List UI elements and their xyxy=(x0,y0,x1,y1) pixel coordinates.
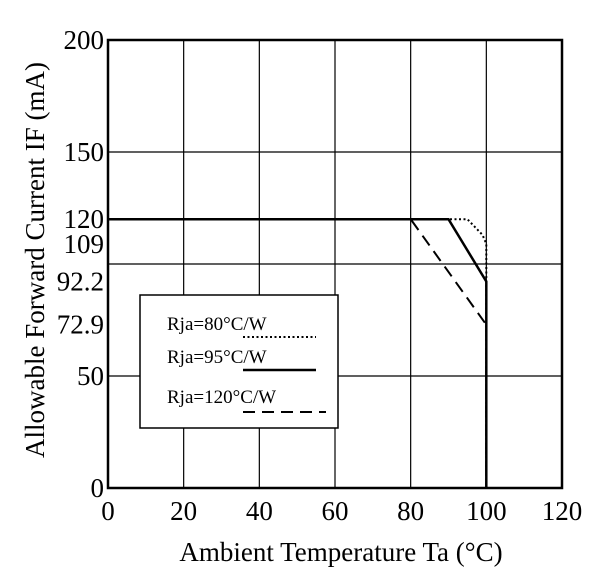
series-line-1 xyxy=(108,217,488,488)
x-tick-label: 40 xyxy=(246,496,273,526)
y-tick-label: 109 xyxy=(64,229,105,259)
x-tick-label: 100 xyxy=(466,496,507,526)
y-tick-label: 92.2 xyxy=(57,266,104,296)
x-tick-label: 120 xyxy=(542,496,583,526)
legend-label-120: Rja=120°C/W xyxy=(167,387,276,408)
legend-box xyxy=(139,294,339,429)
plot-frame xyxy=(106,38,564,490)
y-tick-label: 120 xyxy=(64,204,105,234)
y-tick-label: 0 xyxy=(91,473,105,503)
x-tick-labels: 0 20 40 60 80 100 120 xyxy=(101,496,582,526)
legend-label-80: Rja=80°C/W xyxy=(167,314,267,335)
x-tick-label: 20 xyxy=(170,496,197,526)
y-tick-label: 50 xyxy=(77,361,104,391)
x-axis-title: Ambient Temperature Ta (°C) xyxy=(179,537,502,567)
x-tick-label: 60 xyxy=(322,496,349,526)
y-tick-label: 150 xyxy=(64,137,105,167)
x-tick-label: 0 xyxy=(101,496,115,526)
series-line-2 xyxy=(108,218,488,488)
legend-label-95: Rja=95°C/W xyxy=(167,347,267,368)
y-tick-label: 200 xyxy=(64,25,105,55)
legend: Rja=80°C/W Rja=95°C/W Rja=120°C/W xyxy=(139,294,339,429)
series-lines xyxy=(108,217,488,488)
x-tick-label: 80 xyxy=(397,496,424,526)
y-tick-label: 72.9 xyxy=(57,310,104,340)
y-axis-title: Allowable Forward Current IF (mA) xyxy=(20,62,50,458)
